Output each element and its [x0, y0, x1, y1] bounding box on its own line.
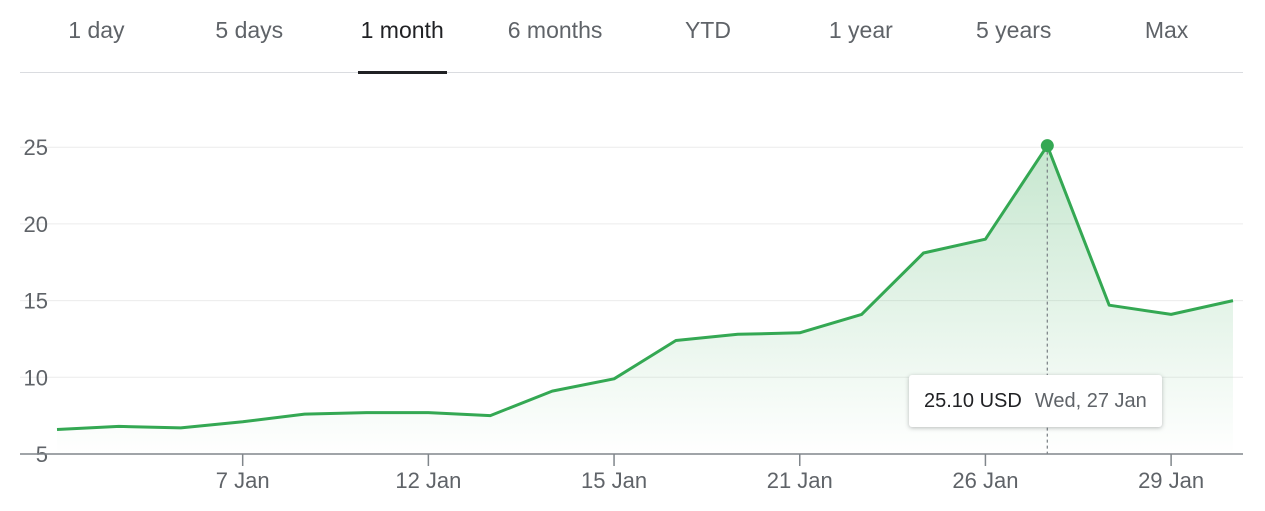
y-tick-label: 10	[24, 365, 48, 390]
x-tick-label: 12 Jan	[395, 468, 461, 493]
tooltip-date: Wed, 27 Jan	[1034, 389, 1147, 412]
series-line	[56, 144, 1234, 431]
tab-label: 1 month	[357, 0, 447, 74]
tab-label: Max	[1144, 17, 1189, 43]
tab-1-year[interactable]: 1 year	[784, 0, 937, 72]
tab-label: 1 year	[828, 17, 893, 43]
tab-label: 5 years	[975, 17, 1052, 43]
x-tick-label: 15 Jan	[581, 468, 647, 493]
x-tick-label: 7 Jan	[216, 468, 270, 493]
tab-1-day[interactable]: 1 day	[20, 0, 173, 72]
y-tick-label: 15	[24, 289, 48, 314]
x-tick-label: 21 Jan	[767, 468, 833, 493]
tooltip-value: 25.10 USD	[924, 389, 1022, 412]
highlight-point[interactable]	[1040, 139, 1054, 153]
price-tooltip: 25.10 USD Wed, 27 Jan	[909, 375, 1162, 427]
x-axis-ticks: 7 Jan 12 Jan 15 Jan 21 Jan 26 Jan 29 Jan	[216, 454, 1204, 493]
tab-label: 1 day	[68, 17, 125, 43]
tab-max[interactable]: Max	[1090, 0, 1243, 72]
x-tick-label: 26 Jan	[952, 468, 1018, 493]
tab-5-years[interactable]: 5 years	[937, 0, 1090, 72]
tab-ytd[interactable]: YTD	[632, 0, 785, 72]
tab-label: 6 months	[507, 17, 603, 43]
y-tick-label: 20	[24, 212, 48, 237]
tab-5-days[interactable]: 5 days	[173, 0, 326, 72]
tab-1-month[interactable]: 1 month	[326, 0, 479, 74]
range-tabs: 1 day 5 days 1 month 6 months YTD 1 year 5 yea…	[20, 0, 1243, 74]
tab-label: YTD	[684, 17, 731, 43]
x-tick-label: 29 Jan	[1138, 468, 1204, 493]
tab-label: 5 days	[215, 17, 284, 43]
y-tick-label: 25	[24, 135, 48, 160]
tab-6-months[interactable]: 6 months	[479, 0, 632, 72]
